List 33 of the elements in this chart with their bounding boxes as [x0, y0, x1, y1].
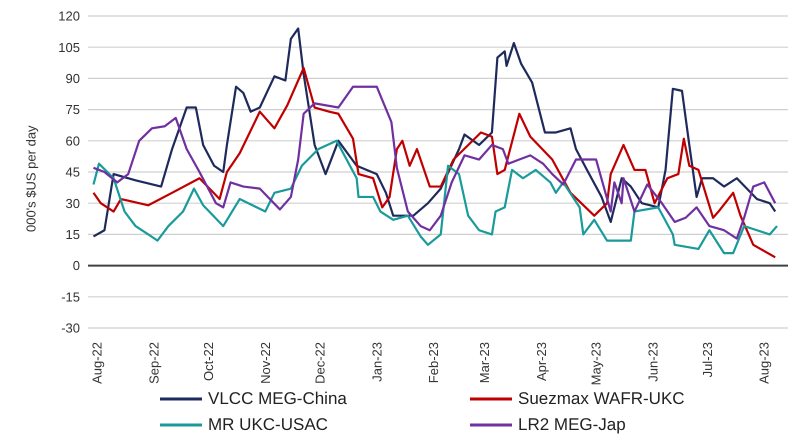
x-tick-label: Oct-22 — [201, 342, 216, 382]
y-tick-label: -30 — [61, 320, 80, 336]
y-tick-label: 90 — [66, 71, 80, 86]
legend-label: MR UKC-USAC — [208, 414, 328, 436]
x-tick-label: Jul-23 — [700, 342, 716, 378]
y-tick-label: 15 — [66, 227, 80, 242]
x-tick-label: May-23 — [588, 342, 604, 386]
line-series — [92, 140, 778, 254]
legend-label: LR2 MEG-Jap — [518, 414, 626, 436]
line-series — [92, 66, 776, 258]
line-series — [92, 27, 776, 238]
legend-label: VLCC MEG-China — [208, 388, 347, 410]
x-tick-label: Sep-22 — [146, 342, 162, 384]
x-tick-label: Dec-22 — [312, 342, 328, 384]
x-tick-label: Feb-23 — [426, 342, 441, 384]
x-tick-label: Aug-22 — [90, 342, 105, 384]
line-series — [92, 86, 776, 240]
x-tick-label: Apr-23 — [534, 342, 549, 382]
y-tick-label: 45 — [66, 164, 80, 180]
y-tick-label: 120 — [58, 8, 80, 24]
x-tick-label: Jun-23 — [645, 342, 660, 382]
y-tick-label: 60 — [66, 133, 80, 148]
y-axis-title: 000's $US per day — [24, 124, 39, 232]
y-tick-label: 105 — [58, 40, 80, 55]
y-tick-label: 0 — [72, 258, 80, 274]
y-tick-label: 75 — [66, 102, 80, 118]
x-tick-label: Nov-22 — [258, 342, 273, 384]
x-tick-label: Mar-23 — [477, 342, 492, 384]
y-tick-label: 30 — [66, 196, 80, 211]
y-tick-label: -15 — [61, 289, 80, 304]
legend-label: Suezmax WAFR-UKC — [518, 388, 685, 410]
x-tick-label: Aug-23 — [756, 342, 772, 384]
x-tick-label: Jan-23 — [369, 342, 384, 382]
